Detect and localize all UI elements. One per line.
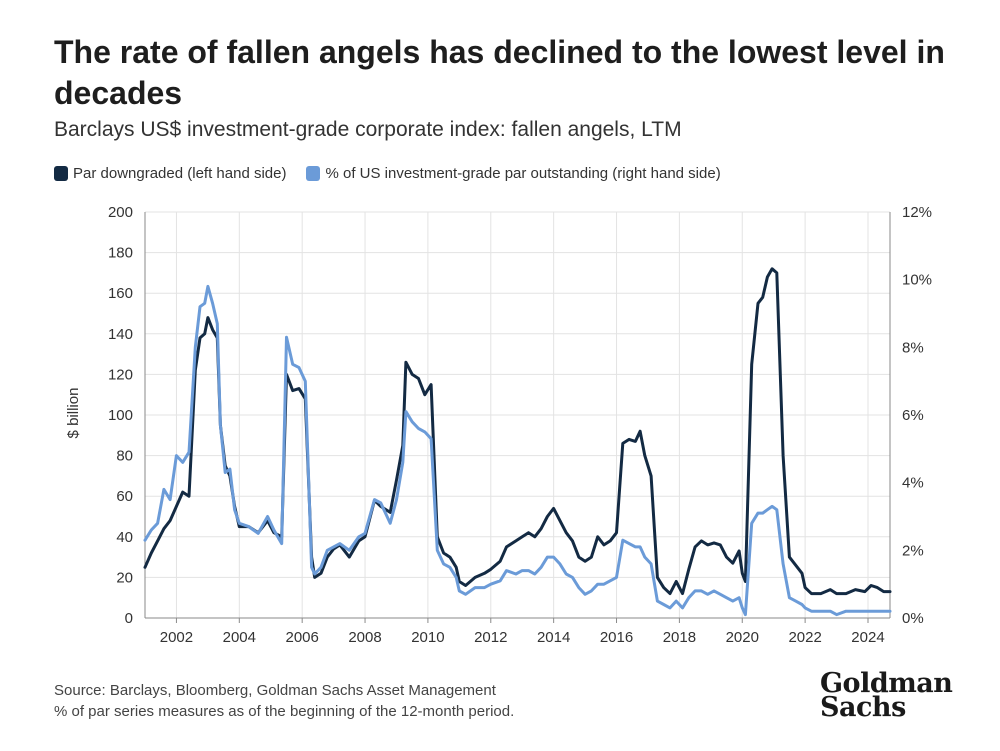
grid-lines (145, 211, 890, 619)
y-tick-label: 60 (116, 488, 133, 505)
x-tick-label: 2010 (411, 629, 444, 646)
legend-item-percent-par: % of US investment-grade par outstanding… (306, 165, 721, 182)
y-tick-label: 160 (108, 285, 133, 302)
series-percent-par-line (143, 284, 892, 617)
y-axis-label: $ billion (65, 388, 82, 439)
x-tick-label: 2002 (160, 629, 193, 646)
y-tick-label: 180 (108, 245, 133, 262)
x-tick-label: 2004 (223, 629, 256, 646)
x-tick-label: 2022 (788, 629, 821, 646)
y-tick-label: 80 (116, 448, 133, 465)
source-note: Source: Barclays, Bloomberg, Goldman Sac… (54, 680, 514, 722)
y2-tick-label: 12% (902, 204, 932, 221)
x-tick-label: 2024 (851, 629, 884, 646)
legend-swatch-dark (54, 166, 68, 181)
y2-tick-label: 10% (902, 272, 932, 289)
y-tick-label: 20 (116, 569, 133, 586)
y-tick-label: 0 (125, 610, 133, 627)
series-lines (143, 267, 892, 617)
x-tick-label: 2018 (663, 629, 696, 646)
y2-tick-label: 6% (902, 407, 924, 424)
x-tick-label: 2012 (474, 629, 507, 646)
x-tick-label: 2008 (348, 629, 381, 646)
legend-swatch-light (306, 166, 321, 181)
y2-tick-label: 2% (902, 542, 924, 559)
footnote-text: % of par series measures as of the begin… (54, 703, 515, 720)
y-tick-label: 100 (108, 407, 133, 424)
logo-line-2: Sachs (820, 692, 906, 723)
legend-label-par-downgraded: Par downgraded (left hand side) (73, 165, 287, 182)
line-chart: 0 20 40 60 80 100 120 140 160 180 200 0% 2% 4% 6% 8% 10%… (65, 204, 932, 646)
source-text: Source: Barclays, Bloomberg, Goldman Sac… (54, 682, 496, 699)
chart-title: The rate of fallen angels has declined t… (54, 34, 945, 111)
chart-legend: Par downgraded (left hand side) % of US … (54, 165, 741, 182)
chart-subtitle: Barclays US$ investment-grade corporate … (54, 118, 682, 141)
x-tick-label: 2006 (285, 629, 318, 646)
x-tick-label: 2020 (726, 629, 759, 646)
y2-tick-label: 4% (902, 475, 924, 492)
x-tick-label: 2014 (537, 629, 570, 646)
y-tick-label: 200 (108, 204, 133, 221)
y2-tick-label: 0% (902, 610, 924, 627)
legend-item-par-downgraded: Par downgraded (left hand side) (54, 165, 286, 182)
axes: 0 20 40 60 80 100 120 140 160 180 200 0% 2% 4% 6% 8% 10%… (108, 204, 932, 646)
y-tick-label: 140 (108, 326, 133, 343)
legend-label-percent-par: % of US investment-grade par outstanding… (325, 165, 721, 182)
goldman-sachs-logo: Goldman Sachs (820, 668, 953, 723)
y-tick-label: 120 (108, 366, 133, 383)
y-tick-label: 40 (116, 529, 133, 546)
y2-tick-label: 8% (902, 339, 924, 356)
series-par-downgraded-line (143, 267, 892, 596)
x-tick-label: 2016 (600, 629, 633, 646)
logo-line-1: Goldman (820, 668, 953, 699)
